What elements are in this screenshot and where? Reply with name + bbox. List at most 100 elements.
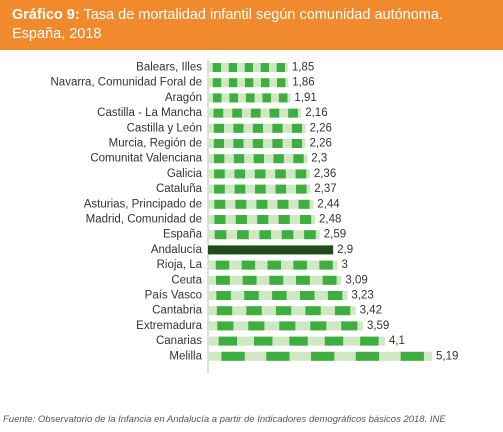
bar-segment xyxy=(327,291,343,300)
bar-segment xyxy=(214,215,226,224)
bar-segment xyxy=(324,336,344,346)
bar-segment xyxy=(269,275,284,285)
bar-segment xyxy=(272,123,283,133)
bar-segment xyxy=(253,154,264,164)
bar-segment xyxy=(254,169,266,179)
bar-chart: Balears, Illes 1,85 Navarra, Comunidad For… xyxy=(51,60,458,373)
bar-segment xyxy=(275,184,287,194)
value-label: 1,85 xyxy=(292,62,314,74)
category-label: Comunitat Valenciana xyxy=(90,153,202,165)
bar-segment xyxy=(234,169,246,179)
bar-segment xyxy=(214,184,225,194)
bar-segment xyxy=(277,199,289,209)
category-label: Aragón xyxy=(165,92,202,104)
bar-segment xyxy=(242,275,257,285)
bar-segment xyxy=(257,215,269,224)
bar-segment xyxy=(300,215,312,224)
bar-segment xyxy=(214,169,225,179)
value-label: 3,42 xyxy=(360,305,382,317)
category-label: Rioja, La xyxy=(157,259,203,271)
bar-segment xyxy=(288,108,298,118)
value-label: 2,16 xyxy=(305,107,327,119)
chart-title: Tasa de mortalidad infantil según comuni… xyxy=(12,7,443,42)
category-label: Andalucía xyxy=(151,244,203,256)
bar-segment xyxy=(269,108,280,118)
bar-segment xyxy=(213,108,224,118)
bar-segment xyxy=(241,260,256,270)
value-label: 3,09 xyxy=(345,274,367,286)
category-label: Cataluña xyxy=(156,183,203,195)
bar-segment xyxy=(244,78,254,88)
bar-segment xyxy=(296,275,310,285)
bar-segment xyxy=(233,154,245,164)
bar-segment xyxy=(214,230,227,240)
bar-segment xyxy=(237,230,249,240)
bar-segment xyxy=(272,139,283,148)
bar-segment xyxy=(213,123,224,133)
value-label: 2,9 xyxy=(337,244,353,256)
bar-segment xyxy=(275,306,292,316)
bar-segment xyxy=(234,184,246,194)
bar-segment xyxy=(355,351,380,361)
bar-segment xyxy=(254,336,273,346)
bar-segment xyxy=(360,336,379,346)
category-label: Ceuta xyxy=(171,274,202,286)
bar-segment xyxy=(341,321,358,331)
bar-highlight xyxy=(208,245,334,255)
bar-segment xyxy=(256,199,268,209)
category-label: Galicia xyxy=(167,168,203,180)
category-label: España xyxy=(163,229,203,241)
bar-segment xyxy=(300,291,315,300)
category-label: Castilla y León xyxy=(127,122,202,134)
value-label: 2,44 xyxy=(317,198,340,210)
bar-segment xyxy=(295,169,307,179)
bar-segment xyxy=(228,78,238,88)
source-note: Fuente: Observatorio de la Infancia en A… xyxy=(3,414,446,425)
bar-segment xyxy=(293,154,304,164)
category-label: Navarra, Comunidad Foral de xyxy=(51,77,203,89)
bar-segment xyxy=(281,230,294,240)
bar-segment xyxy=(311,351,335,361)
bar-segment xyxy=(291,139,303,148)
bar-segment xyxy=(259,230,272,240)
category-label: Canarias xyxy=(156,335,202,347)
bar-segment xyxy=(233,123,244,133)
category-label: País Vasco xyxy=(145,290,202,302)
category-label: Balears, Illes xyxy=(136,62,202,74)
bar-segment xyxy=(233,139,244,148)
value-label: 2,26 xyxy=(310,122,332,134)
bar-segment xyxy=(319,260,333,270)
bar-segment xyxy=(276,63,285,72)
value-label: 5,19 xyxy=(436,350,458,362)
value-label: 4,1 xyxy=(389,335,405,347)
category-label: Asturias, Principado de xyxy=(84,198,202,210)
bar-segment xyxy=(244,63,254,72)
value-label: 2,26 xyxy=(310,138,332,150)
bar-segment xyxy=(250,108,261,118)
bar-segment xyxy=(266,351,290,361)
bar-segment xyxy=(272,291,287,300)
bar-segment xyxy=(216,275,230,285)
value-label: 2,3 xyxy=(311,153,327,165)
bar-segment xyxy=(215,260,230,270)
bar-segment xyxy=(246,306,262,316)
bar-segment xyxy=(235,199,247,209)
bar-segment xyxy=(310,321,327,331)
bar-segment xyxy=(228,63,238,72)
value-label: 2,59 xyxy=(324,229,346,241)
bar-segment xyxy=(275,169,286,179)
bar-segment xyxy=(216,306,233,316)
bar-segment xyxy=(244,291,259,300)
bar-segment xyxy=(212,78,222,88)
bar-segment xyxy=(229,93,239,103)
bar-segment xyxy=(232,108,242,118)
bar-segment xyxy=(278,93,288,103)
bar-segment xyxy=(305,306,321,316)
value-label: 2,36 xyxy=(314,168,336,180)
bar-segment xyxy=(295,184,307,194)
bar-segment xyxy=(213,154,225,164)
value-label: 2,48 xyxy=(319,214,341,226)
value-label: 1,86 xyxy=(292,77,314,89)
bar-segment xyxy=(212,93,222,103)
bar-segment xyxy=(293,260,307,270)
